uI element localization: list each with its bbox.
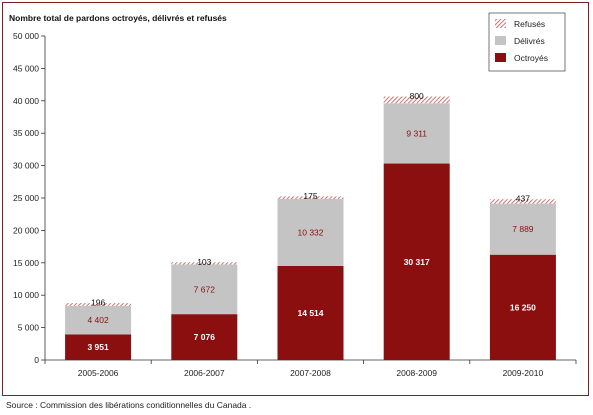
chart-title: Nombre total de pardons octroyés, délivr…: [9, 13, 227, 23]
data-label-refuses: 196: [91, 298, 105, 308]
data-label-octroyes: 14 514: [298, 308, 324, 318]
bar-octroyes: [489, 254, 556, 360]
legend-label: Délivrés: [514, 36, 545, 46]
data-label-refuses: 103: [197, 257, 211, 267]
bar-refuses: [171, 262, 238, 265]
stacked-bar-chart: Nombre total de pardons octroyés, délivr…: [9, 12, 577, 378]
y-tick-label: 45 000: [13, 63, 39, 73]
data-label-delivres: 4 402: [87, 315, 109, 325]
bar-delivres: [383, 103, 450, 164]
data-label-delivres: 7 672: [194, 284, 216, 294]
bar-octroyes: [171, 314, 238, 360]
legend-swatch: [495, 19, 506, 28]
legend-swatch: [495, 53, 506, 62]
bar-octroyes: [65, 334, 132, 360]
y-tick-label: 10 000: [13, 290, 39, 300]
x-tick-label: 2005-2006: [78, 368, 119, 378]
data-label-refuses: 437: [516, 194, 530, 204]
data-label-delivres: 9 311: [406, 128, 427, 138]
y-tick-label: 35 000: [13, 128, 39, 138]
bar-delivres: [171, 264, 238, 315]
data-label-delivres: 10 332: [298, 227, 324, 237]
bar-octroyes: [383, 163, 450, 360]
bar-octroyes: [277, 265, 344, 360]
x-tick-label: 2008-2009: [396, 368, 437, 378]
data-label-octroyes: 3 951: [87, 342, 109, 352]
y-tick-label: 5 000: [18, 323, 40, 333]
y-tick-label: 40 000: [13, 96, 39, 106]
y-tick-label: 15 000: [13, 258, 39, 268]
data-label-octroyes: 30 317: [404, 257, 430, 267]
data-label-refuses: 175: [303, 191, 317, 201]
data-label-delivres: 7 889: [512, 224, 534, 234]
chart-frame: Nombre total de pardons octroyés, délivr…: [2, 2, 589, 396]
x-tick-label: 2007-2008: [290, 368, 331, 378]
data-label-refuses: 800: [410, 91, 424, 101]
bar-refuses: [489, 199, 556, 204]
bar-delivres: [277, 198, 344, 266]
legend-label: Refusés: [514, 19, 545, 29]
bar-refuses: [383, 96, 450, 104]
legend-label: Octroyés: [514, 53, 548, 63]
bar-refuses: [277, 196, 344, 199]
data-label-octroyes: 16 250: [510, 302, 536, 312]
data-label-octroyes: 7 076: [194, 332, 216, 342]
y-tick-label: 25 000: [13, 193, 39, 203]
legend: Refusés Délivrés Octroyés: [488, 12, 566, 72]
source-note: Source : Commission des libérations cond…: [6, 400, 252, 410]
bar-refuses: [65, 303, 132, 306]
bar-delivres: [489, 203, 556, 255]
y-tick-label: 0: [34, 355, 39, 365]
bar-delivres: [65, 305, 132, 335]
x-tick-label: 2006-2007: [184, 368, 225, 378]
y-tick-label: 30 000: [13, 161, 39, 171]
x-tick-label: 2009-2010: [503, 368, 544, 378]
y-tick-label: 20 000: [13, 225, 39, 235]
y-tick-label: 50 000: [13, 31, 39, 41]
legend-swatch: [495, 36, 506, 45]
